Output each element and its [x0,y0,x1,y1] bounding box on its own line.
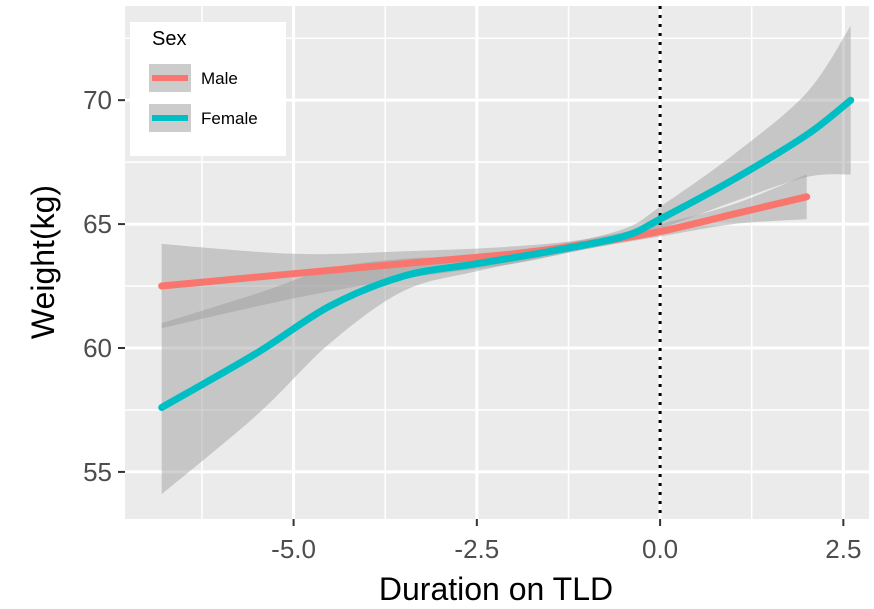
series-line-female [158,96,855,411]
y-tick-label: 60 [83,333,112,363]
x-axis-title: Duration on TLD [379,571,613,607]
y-tick-label: 55 [83,457,112,487]
x-tick-label: -5.0 [271,534,316,564]
legend-title: Sex [152,28,186,50]
legend-label-male: Male [201,69,238,88]
confidence-band-male [161,174,807,329]
y-axis-title: Weight(kg) [25,185,61,339]
y-axis: 55 60 65 70 [83,85,125,487]
legend-label-female: Female [201,109,258,128]
legend: Sex Male Female [130,22,286,156]
x-tick-label: -2.5 [454,534,499,564]
x-tick-label: 0.0 [642,534,678,564]
x-tick-label: 2.5 [825,534,861,564]
y-tick-label: 70 [83,85,112,115]
x-axis: -5.0 -2.5 0.0 2.5 [271,519,861,564]
series-lines [158,96,855,411]
y-tick-label: 65 [83,209,112,239]
